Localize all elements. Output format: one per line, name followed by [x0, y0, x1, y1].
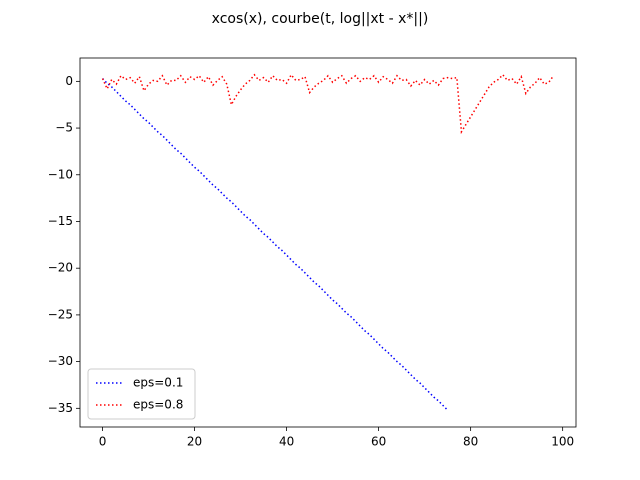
y-tick-label: −30 [48, 354, 73, 368]
legend-label: eps=0.1 [133, 376, 183, 390]
y-tick-label: −25 [48, 307, 73, 321]
x-tick-label: 100 [551, 435, 574, 449]
legend-box [87, 368, 196, 420]
x-tick-label: 60 [371, 435, 386, 449]
line-series [101, 73, 555, 135]
y-tick-label: 0 [65, 74, 73, 88]
chart-title: xcos(x), courbe(t, log||xt - x*||) [212, 11, 429, 27]
x-tick-label: 80 [463, 435, 478, 449]
y-tick-label: −20 [48, 261, 73, 275]
y-tick-label: −15 [48, 214, 73, 228]
y-tick-label: −5 [55, 121, 73, 135]
x-tick-label: 0 [99, 435, 107, 449]
plot-frame [79, 57, 577, 428]
x-tick-label: 20 [187, 435, 202, 449]
legend-label: eps=0.8 [133, 398, 183, 412]
x-tick-label: 40 [279, 435, 294, 449]
y-tick-label: −35 [48, 401, 73, 415]
y-tick-label: −10 [48, 167, 73, 181]
